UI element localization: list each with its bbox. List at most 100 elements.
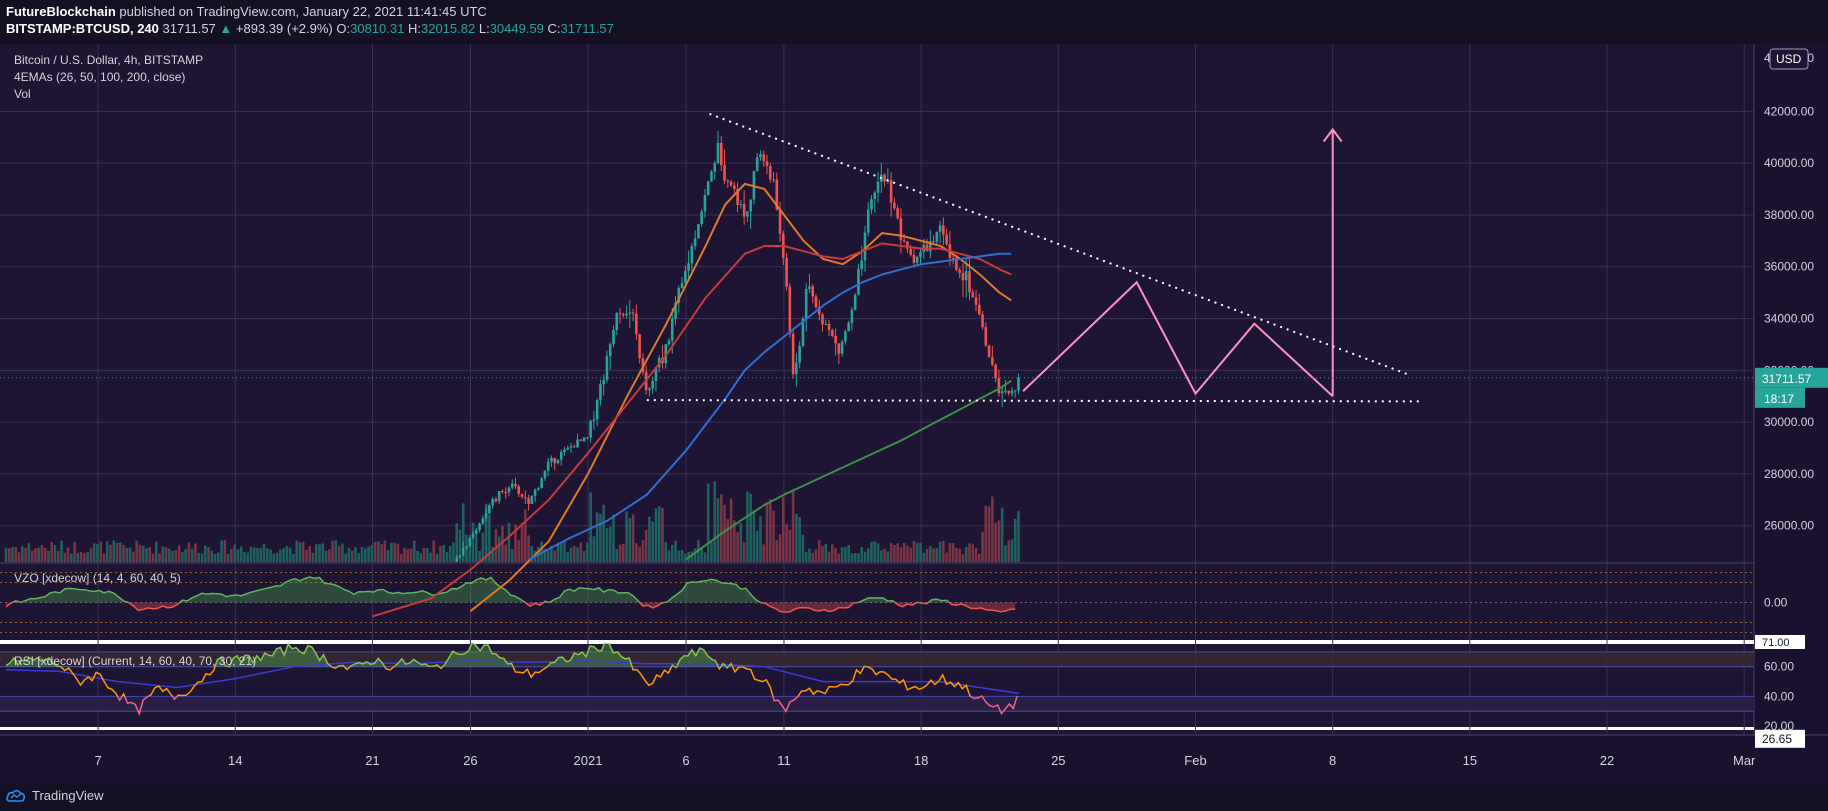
candle-body [1000, 391, 1004, 394]
volume-bar [383, 540, 387, 562]
currency-button-label: USD [1776, 52, 1802, 66]
volume-bar [968, 543, 971, 562]
volume-bar [782, 497, 785, 562]
volume-bar [128, 547, 132, 562]
candle-body [876, 181, 880, 193]
volume-bar [582, 551, 586, 562]
candle-body [491, 499, 494, 506]
candle-body [791, 333, 795, 375]
volume-bar [942, 540, 945, 562]
volume-bar [432, 540, 436, 562]
volume-bar [318, 544, 321, 562]
candle-body [883, 174, 886, 182]
candle-body [801, 318, 805, 347]
volume-bar [684, 553, 687, 562]
volume-bar [775, 539, 779, 562]
volume-bar [625, 511, 628, 562]
time-tick-label: 2021 [574, 753, 603, 768]
volume-bar [563, 540, 566, 562]
volume-bar [216, 552, 220, 562]
candle-body [566, 447, 570, 450]
volume-bar [706, 483, 710, 562]
volume-bar [657, 506, 661, 562]
candle-body [494, 499, 498, 502]
candle-body [778, 209, 782, 234]
candle-body [945, 234, 948, 245]
volume-bar [840, 547, 844, 562]
volume-bar [837, 553, 841, 562]
volume-bar [801, 534, 805, 562]
candle-body [680, 282, 684, 289]
candle-body [997, 378, 1001, 394]
close-label: C: [547, 21, 561, 36]
price-tick-label: 34000.00 [1764, 312, 1814, 326]
volume-bar [481, 532, 485, 562]
candle-body [1010, 390, 1014, 394]
volume-bar [210, 550, 214, 562]
volume-bar [853, 553, 857, 562]
volume-bar [961, 553, 965, 562]
candle-body [788, 286, 792, 334]
volume-bar [765, 502, 769, 562]
volume-bar [811, 552, 815, 562]
volume-bar [716, 498, 720, 562]
volume-bar [448, 546, 452, 562]
volume-bar [595, 512, 599, 562]
publish-header: FutureBlockchain published on TradingVie… [0, 0, 1828, 44]
volume-bar [56, 550, 60, 562]
candle-body [556, 459, 560, 464]
candle-body [599, 384, 602, 401]
candle-body [873, 192, 877, 200]
candle-body [700, 211, 703, 224]
volume-bar [955, 547, 958, 562]
countdown-badge [1755, 387, 1805, 408]
volume-bar [808, 548, 811, 562]
volume-bar [285, 545, 289, 562]
candle-body [1007, 390, 1010, 394]
time-tick-label: 6 [682, 753, 689, 768]
time-tick-label: 26 [463, 753, 477, 768]
volume-bar [928, 546, 932, 562]
volume-bar [844, 546, 847, 562]
volume-bar [524, 509, 527, 562]
volume-bar [396, 543, 400, 562]
volume-bar [37, 547, 40, 562]
tradingview-logo[interactable]: TradingView [6, 788, 104, 803]
volume-bar [566, 551, 570, 562]
volume-bar [726, 519, 730, 562]
volume-bar [497, 536, 501, 562]
volume-bar [886, 551, 890, 562]
time-axis-background [0, 735, 1828, 783]
low-value: 30449.59 [489, 21, 544, 36]
volume-bar [50, 541, 54, 562]
candle-body [612, 329, 615, 345]
volume-bar [60, 540, 63, 562]
price-tick-label: 26000.00 [1764, 519, 1814, 533]
volume-bar [517, 539, 521, 562]
volume-bar [177, 545, 181, 562]
candle-body [938, 225, 942, 232]
legend-title: Bitcoin / U.S. Dollar, 4h, BITSTAMP [14, 53, 203, 67]
candle-body [461, 548, 465, 556]
volume-bar [422, 547, 426, 562]
volume-bar [592, 536, 596, 562]
volume-bar [17, 552, 21, 562]
currency-button[interactable]: USD [1769, 48, 1809, 70]
legend-vol: Vol [14, 87, 31, 101]
volume-bar [445, 552, 449, 562]
author-name[interactable]: FutureBlockchain [6, 4, 116, 19]
candle-body [899, 218, 903, 241]
candle-body [785, 257, 788, 287]
volume-bar [406, 549, 410, 562]
volume-bar [403, 547, 406, 562]
volume-bar [122, 544, 125, 562]
volume-bar [945, 552, 948, 562]
candle-body [524, 497, 527, 499]
candle-body [964, 271, 968, 281]
candle-body [631, 312, 635, 314]
candle-body [961, 272, 965, 281]
volume-bar [40, 544, 44, 562]
volume-bar [34, 548, 37, 562]
candle-body [955, 258, 958, 270]
